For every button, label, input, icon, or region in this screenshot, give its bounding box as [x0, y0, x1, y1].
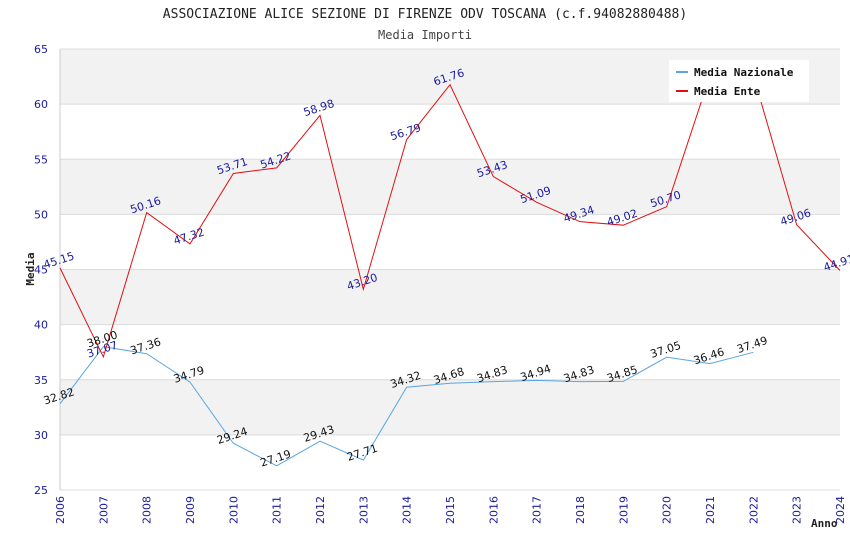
- x-tick-label: 2009: [184, 496, 197, 524]
- y-tick-label: 65: [34, 43, 48, 56]
- legend-entry: Media Ente: [694, 85, 761, 98]
- x-axis-ticks: 2006 2007 2008 2009 2010 2011 2012 2013 2014 2015…: [54, 496, 847, 524]
- x-tick-label: 2018: [574, 496, 587, 524]
- x-tick-label: 2021: [704, 496, 717, 524]
- x-tick-label: 2024: [834, 496, 847, 524]
- chart-subtitle: Media Importi: [378, 28, 472, 42]
- x-tick-label: 2015: [444, 496, 457, 524]
- legend: Media Nazionale Media Ente: [669, 60, 809, 102]
- chart-title: ASSOCIAZIONE ALICE SEZIONE DI FIRENZE OD…: [163, 7, 687, 22]
- legend-box: [669, 60, 809, 102]
- grid-band: [60, 159, 840, 215]
- legend-entry: Media Nazionale: [694, 66, 794, 79]
- x-tick-label: 2020: [661, 496, 674, 524]
- x-tick-label: 2012: [314, 496, 327, 524]
- y-tick-label: 30: [34, 429, 48, 442]
- y-tick-label: 60: [34, 98, 48, 111]
- series-line-media-nazionale: [59, 346, 754, 467]
- grid-band: [60, 269, 840, 325]
- grid-band: [60, 104, 840, 160]
- grid-band: [60, 324, 840, 380]
- x-tick-label: 2023: [791, 496, 804, 524]
- x-tick-label: 2006: [54, 496, 67, 524]
- x-tick-label: 2022: [747, 496, 760, 524]
- y-tick-label: 50: [34, 208, 48, 221]
- plot-background: [59, 48, 840, 491]
- x-axis-label: Anno: [811, 517, 838, 530]
- y-tick-label: 40: [34, 319, 48, 332]
- y-tick-label: 25: [34, 484, 48, 497]
- y-axis-ticks: 25 30 35 40 45 50 55 60 65: [34, 43, 48, 497]
- grid-band: [60, 434, 840, 490]
- y-tick-label: 35: [34, 374, 48, 387]
- grid-band: [60, 214, 840, 270]
- x-tick-label: 2011: [271, 496, 284, 524]
- x-tick-label: 2016: [487, 496, 500, 524]
- x-tick-label: 2007: [97, 496, 110, 524]
- x-tick-label: 2017: [531, 496, 544, 524]
- grid-band: [60, 379, 840, 435]
- y-axis-label: Media: [24, 252, 37, 285]
- x-tick-label: 2010: [227, 496, 240, 524]
- x-tick-label: 2019: [617, 496, 630, 524]
- y-tick-label: 45: [34, 264, 48, 277]
- x-tick-label: 2008: [141, 496, 154, 524]
- x-tick-label: 2013: [357, 496, 370, 524]
- y-tick-label: 55: [34, 153, 48, 166]
- x-tick-label: 2014: [401, 496, 414, 524]
